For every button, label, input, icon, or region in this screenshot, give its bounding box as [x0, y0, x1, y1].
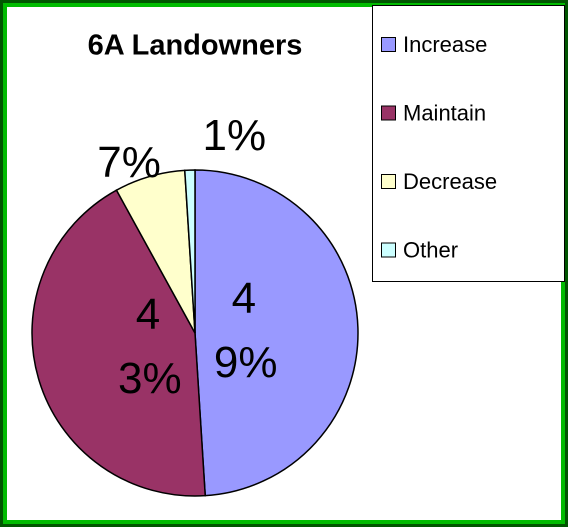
legend-label: Increase [403, 32, 487, 57]
legend-swatch [381, 174, 396, 189]
legend-label: Decrease [403, 169, 497, 194]
legend-swatch [381, 242, 396, 258]
legend-swatch [381, 105, 396, 121]
chart-title: 6A Landowners [88, 30, 303, 62]
data-label: 49% [213, 274, 278, 388]
data-label: 7% [97, 137, 161, 187]
pie-slice [31, 189, 207, 497]
pie-slice [183, 169, 196, 334]
legend-swatch [381, 37, 396, 52]
data-label: 1% [202, 110, 267, 160]
legend-label: Other [403, 237, 458, 262]
legend-label: Maintain [403, 100, 486, 125]
pie-slice [194, 169, 359, 497]
legend-box [372, 5, 565, 282]
data-label: 43% [118, 289, 182, 403]
